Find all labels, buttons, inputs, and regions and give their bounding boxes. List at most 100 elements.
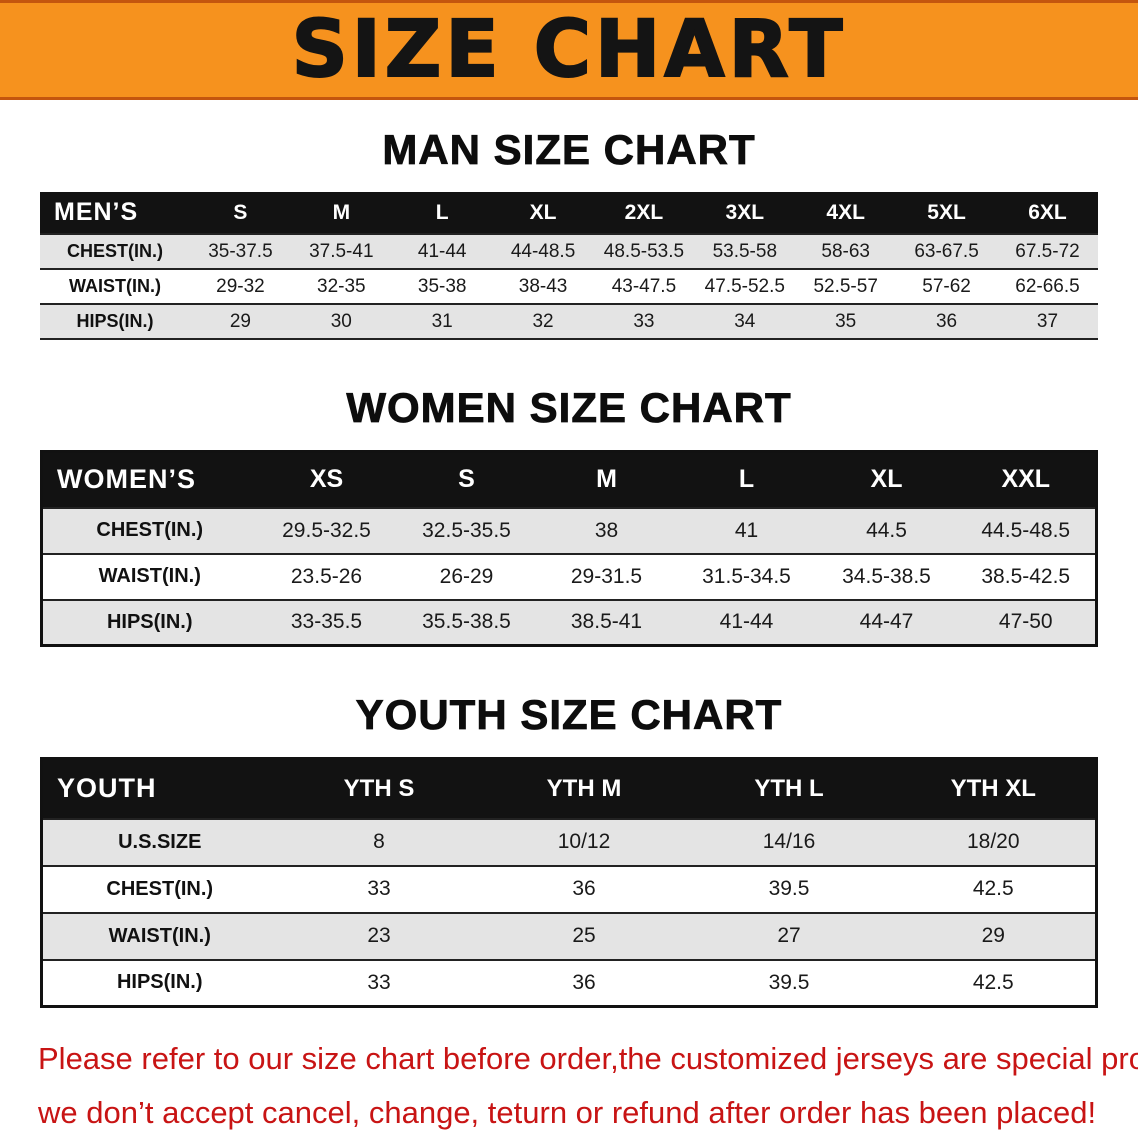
size-column-header: XL xyxy=(492,192,594,234)
measurement-row-label: HIPS(IN.) xyxy=(106,610,193,633)
size-value-cell: 53.5-58 xyxy=(712,240,778,262)
disclaimer-line-1: Please refer to our size chart before or… xyxy=(38,1041,1138,1076)
size-value-cell: 39.5 xyxy=(768,877,810,900)
measurement-row-label: CHEST(IN.) xyxy=(67,241,163,261)
size-value-cell: 31 xyxy=(431,310,453,332)
size-value-cell: 34.5-38.5 xyxy=(842,564,931,588)
table-corner-label: YOUTH xyxy=(41,758,277,819)
size-value-cell: 44.5-48.5 xyxy=(981,518,1071,542)
women-size-chart-section: WOMEN SIZE CHART WOMEN’S XS S M L XL XXL CHEST(… xyxy=(0,384,1138,647)
size-column-header: YTH XL xyxy=(891,758,1097,819)
size-column-header: M xyxy=(536,451,677,508)
size-value-cell: 37.5-41 xyxy=(309,240,374,262)
size-chart-banner: SIZE CHART xyxy=(0,0,1138,100)
measurement-row-label: WAIST(IN.) xyxy=(108,924,211,947)
size-value-cell: 26-29 xyxy=(439,564,494,588)
measurement-row-label: CHEST(IN.) xyxy=(106,877,214,900)
size-column-header: 6XL xyxy=(997,192,1098,234)
size-value-cell: 32 xyxy=(532,310,554,332)
size-value-cell: 34 xyxy=(734,310,756,332)
size-column-header: XXL xyxy=(956,451,1097,508)
disclaimer-line-2: we don’t accept cancel, change, teturn o… xyxy=(38,1094,1097,1130)
size-value-cell: 35-37.5 xyxy=(208,240,273,262)
size-value-cell: 30 xyxy=(330,310,352,332)
size-column-header: 5XL xyxy=(896,192,997,234)
size-value-cell: 23 xyxy=(367,924,391,947)
size-value-cell: 42.5 xyxy=(972,877,1014,900)
size-column-header: XL xyxy=(816,451,957,508)
size-value-cell: 36 xyxy=(572,877,596,900)
table-row: U.S.SIZE 8 10/12 14/16 18/20 xyxy=(41,818,1097,866)
size-value-cell: 44-47 xyxy=(859,610,914,634)
table-header-row: WOMEN’S XS S M L XL XXL xyxy=(41,451,1097,508)
size-chart-title: SIZE CHART xyxy=(291,5,847,95)
size-value-cell: 35.5-38.5 xyxy=(422,610,511,634)
table-row: HIPS(IN.) 33 36 39.5 42.5 xyxy=(41,959,1097,1007)
youth-size-chart-section: YOUTH SIZE CHART YOUTH YTH S YTH M YTH L YTH… xyxy=(0,691,1138,1008)
size-value-cell: 14/16 xyxy=(762,830,816,853)
size-column-header: YTH M xyxy=(481,758,687,819)
size-value-cell: 32.5-35.5 xyxy=(422,518,511,542)
size-value-cell: 41 xyxy=(734,518,759,542)
measurement-row-label: HIPS(IN.) xyxy=(116,971,203,994)
table-header-row: YOUTH YTH S YTH M YTH L YTH XL xyxy=(41,758,1097,819)
youth-size-table: YOUTH YTH S YTH M YTH L YTH XL U.S.SIZE 8 10/12… xyxy=(40,757,1098,1008)
size-column-header: S xyxy=(396,451,537,508)
measurement-row-label: HIPS(IN.) xyxy=(76,311,154,331)
size-value-cell: 38-43 xyxy=(518,275,568,297)
table-corner-label: MEN’S xyxy=(40,192,190,234)
table-row: WAIST(IN.) 29-32 32-35 35-38 38-43 43-47.5 47.… xyxy=(40,269,1098,304)
size-value-cell: 57-62 xyxy=(922,275,971,297)
size-column-header: 4XL xyxy=(795,192,897,234)
youth-chart-heading: YOUTH SIZE CHART xyxy=(355,691,783,739)
size-value-cell: 33 xyxy=(367,877,391,900)
table-row: CHEST(IN.) 33 36 39.5 42.5 xyxy=(41,865,1097,913)
table-row: CHEST(IN.) 35-37.5 37.5-41 41-44 44-48.5 48.5… xyxy=(40,234,1098,269)
size-column-header: L xyxy=(676,451,817,508)
measurement-row-label: WAIST(IN.) xyxy=(98,565,201,587)
size-value-cell: 43-47.5 xyxy=(611,275,677,297)
size-value-cell: 35 xyxy=(835,310,857,332)
table-header-row: MEN’S S M L XL 2XL 3XL 4XL 5XL 6XL xyxy=(40,192,1098,234)
size-column-header: XS xyxy=(256,451,397,508)
measurement-row-label: U.S.SIZE xyxy=(118,830,202,853)
size-value-cell: 52.5-57 xyxy=(813,275,878,297)
size-value-cell: 29 xyxy=(229,310,251,332)
size-column-header: L xyxy=(391,192,493,234)
size-value-cell: 36 xyxy=(572,970,596,994)
size-column-header: M xyxy=(290,192,392,234)
table-corner-label: WOMEN’S xyxy=(41,451,257,508)
size-value-cell: 25 xyxy=(572,924,596,947)
size-value-cell: 42.5 xyxy=(972,970,1014,994)
size-value-cell: 36 xyxy=(935,310,958,332)
size-value-cell: 38 xyxy=(594,518,619,542)
size-value-cell: 29.5-32.5 xyxy=(282,518,371,542)
size-value-cell: 31.5-34.5 xyxy=(702,564,791,588)
size-column-header: 2XL xyxy=(593,192,695,234)
size-value-cell: 41-44 xyxy=(719,610,774,634)
table-row: CHEST(IN.) 29.5-32.5 32.5-35.5 38 41 44.5 44.5… xyxy=(41,507,1097,554)
women-chart-heading: WOMEN SIZE CHART xyxy=(346,384,792,432)
size-column-header: YTH L xyxy=(686,758,892,819)
size-value-cell: 23.5-26 xyxy=(290,564,363,588)
size-value-cell: 29 xyxy=(981,924,1005,947)
size-column-header: S xyxy=(190,192,291,234)
size-value-cell: 32-35 xyxy=(317,275,366,297)
men-size-chart-section: MAN SIZE CHART MEN’S S M L XL 2XL 3XL 4XL 5XL 6XL… xyxy=(0,126,1138,340)
table-row: WAIST(IN.) 23.5-26 26-29 29-31.5 31.5-34.5 34… xyxy=(41,553,1097,600)
size-value-cell: 38.5-42.5 xyxy=(981,564,1071,588)
size-value-cell: 47.5-52.5 xyxy=(704,275,785,297)
size-column-header: 3XL xyxy=(694,192,796,234)
men-size-table: MEN’S S M L XL 2XL 3XL 4XL 5XL 6XL CHEST(IN.) 35-37… xyxy=(40,192,1098,340)
size-value-cell: 10/12 xyxy=(557,830,611,853)
size-value-cell: 39.5 xyxy=(768,970,810,994)
size-value-cell: 33-35.5 xyxy=(290,610,363,634)
table-row: HIPS(IN.) 29 30 31 32 33 34 35 36 37 xyxy=(40,304,1098,339)
size-value-cell: 58-63 xyxy=(821,240,870,262)
size-value-cell: 38.5-41 xyxy=(570,610,643,634)
size-value-cell: 63-67.5 xyxy=(914,240,979,262)
size-column-header: YTH S xyxy=(276,758,482,819)
size-value-cell: 33 xyxy=(367,970,391,994)
table-row: WAIST(IN.) 23 25 27 29 xyxy=(41,912,1097,960)
